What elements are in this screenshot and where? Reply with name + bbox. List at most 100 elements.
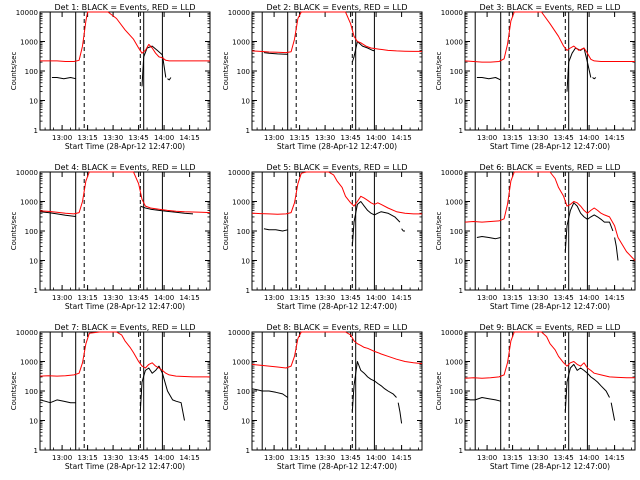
- x-axis-label: Start Time (28-Apr-12 12:47:00): [65, 302, 185, 311]
- y-tick-label: 10: [241, 258, 250, 266]
- plot-title: Det 8: BLACK = Events, RED = LLD: [267, 323, 408, 332]
- series-black-segment-2: [140, 205, 194, 215]
- y-tick-label: 1000: [232, 39, 250, 47]
- series-black-segment-1: [476, 77, 501, 81]
- y-tick-label: 1: [34, 127, 38, 135]
- x-tick-label: 13:15: [503, 294, 523, 302]
- y-tick-label: 10: [29, 98, 38, 106]
- series-red-segment-1: [39, 171, 211, 215]
- x-axis-label: Start Time (28-Apr-12 12:47:00): [65, 462, 185, 471]
- detector-panel-6: Det 6: BLACK = Events, RED = LLD 1 10 100 10…: [435, 163, 636, 311]
- series-red-segment-1: [251, 331, 423, 369]
- series-black-segment-2: [139, 365, 185, 421]
- series-red-segment-1: [464, 171, 636, 261]
- x-tick-label: 14:15: [180, 294, 200, 302]
- y-tick-label: 100: [450, 68, 463, 76]
- detector-panel-1: Det 1: BLACK = Events, RED = LLD 1 10 100 10…: [10, 3, 211, 151]
- series-black-segment-2: [351, 41, 375, 63]
- series-red-segment-1: [251, 11, 422, 54]
- plot-title: Det 2: BLACK = Events, RED = LLD: [267, 3, 408, 12]
- x-tick-label: 14:00: [154, 134, 174, 142]
- y-tick-label: 100: [25, 228, 38, 236]
- x-tick-label: 13:00: [264, 134, 284, 142]
- series-black-segment-1: [263, 52, 288, 55]
- x-tick-label: 14:15: [180, 134, 200, 142]
- y-tick-label: 1000: [20, 199, 38, 207]
- x-tick-label: 14:15: [392, 134, 412, 142]
- x-tick-label: 13:45: [554, 134, 574, 142]
- x-tick-label: 14:00: [579, 454, 599, 462]
- y-axis-label: Counts/sec: [222, 52, 230, 91]
- y-tick-label: 100: [25, 388, 38, 396]
- detector-panel-3: Det 3: BLACK = Events, RED = LLD 1 10 100 10…: [435, 3, 636, 151]
- x-tick-label: 13:00: [52, 134, 72, 142]
- series-red-segment-1: [39, 331, 210, 378]
- series-black-segment-1: [51, 77, 76, 80]
- x-tick-label: 13:30: [315, 294, 335, 302]
- x-axis-label: Start Time (28-Apr-12 12:47:00): [277, 142, 397, 151]
- y-tick-label: 10: [241, 98, 250, 106]
- x-tick-label: 13:30: [103, 294, 123, 302]
- x-tick-label: 14:15: [605, 134, 625, 142]
- y-tick-label: 10: [241, 418, 250, 426]
- y-tick-label: 1: [34, 447, 38, 455]
- x-tick-label: 13:15: [290, 294, 310, 302]
- y-axis-label: Counts/sec: [435, 52, 443, 91]
- x-tick-label: 13:45: [129, 454, 149, 462]
- plot-frame: [251, 11, 423, 131]
- series-black-segment-3: [592, 77, 597, 80]
- detector-panel-8: Det 8: BLACK = Events, RED = LLD 1 10 100 10…: [222, 323, 423, 471]
- series-black-segment-2: [564, 363, 610, 412]
- series-black-segment-1: [39, 211, 76, 217]
- y-tick-label: 100: [450, 228, 463, 236]
- x-tick-label: 13:15: [290, 134, 310, 142]
- plot-frame: [464, 331, 636, 451]
- y-tick-label: 1000: [445, 359, 463, 367]
- series-black-segment-3: [610, 402, 616, 421]
- plot-frame: [251, 331, 423, 451]
- plot-frame: [464, 11, 636, 131]
- x-tick-label: 13:30: [315, 454, 335, 462]
- y-tick-label: 10: [454, 258, 463, 266]
- y-tick-label: 1: [34, 287, 38, 295]
- y-tick-label: 10000: [441, 169, 463, 177]
- y-tick-label: 1000: [445, 199, 463, 207]
- y-tick-label: 10: [454, 98, 463, 106]
- series-red-segment-1: [464, 11, 635, 63]
- x-tick-label: 13:30: [315, 134, 335, 142]
- y-tick-label: 1000: [20, 359, 38, 367]
- series-red-segment-1: [464, 331, 635, 379]
- plot-frame: [39, 171, 211, 291]
- x-tick-label: 13:00: [52, 294, 72, 302]
- x-tick-label: 14:00: [366, 134, 386, 142]
- x-tick-label: 13:00: [52, 454, 72, 462]
- series-black-segment-1: [263, 228, 288, 232]
- y-tick-label: 100: [237, 68, 250, 76]
- y-tick-label: 1: [246, 127, 250, 135]
- x-tick-label: 13:45: [129, 134, 149, 142]
- x-tick-label: 13:30: [528, 134, 548, 142]
- plot-title: Det 3: BLACK = Events, RED = LLD: [480, 3, 621, 12]
- x-tick-label: 14:15: [392, 294, 412, 302]
- plot-title: Det 6: BLACK = Events, RED = LLD: [480, 163, 621, 172]
- plot-frame: [464, 171, 636, 291]
- y-tick-label: 1: [459, 287, 463, 295]
- y-axis-label: Counts/sec: [10, 212, 18, 251]
- x-tick-label: 14:15: [180, 454, 200, 462]
- plot-title: Det 9: BLACK = Events, RED = LLD: [480, 323, 621, 332]
- x-tick-label: 14:00: [579, 134, 599, 142]
- x-tick-label: 13:15: [290, 454, 310, 462]
- x-axis-label: Start Time (28-Apr-12 12:47:00): [490, 302, 610, 311]
- y-tick-label: 10000: [441, 9, 463, 17]
- x-tick-label: 13:00: [477, 294, 497, 302]
- x-tick-label: 13:15: [78, 294, 98, 302]
- x-tick-label: 13:30: [103, 134, 123, 142]
- x-tick-label: 13:00: [264, 454, 284, 462]
- series-black-segment-3: [614, 237, 619, 261]
- y-tick-label: 10000: [228, 169, 250, 177]
- y-tick-label: 1: [459, 127, 463, 135]
- x-tick-label: 13:00: [477, 454, 497, 462]
- x-tick-label: 13:45: [341, 454, 361, 462]
- x-axis-label: Start Time (28-Apr-12 12:47:00): [277, 462, 397, 471]
